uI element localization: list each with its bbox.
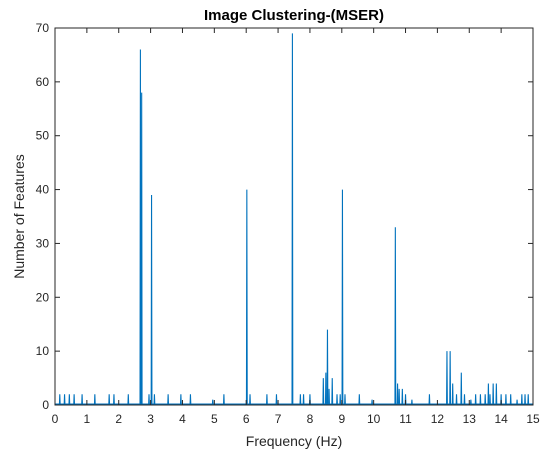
data-spike	[302, 394, 305, 406]
x-tick-label: 7	[275, 412, 282, 426]
data-spike	[504, 394, 507, 406]
data-spike	[189, 394, 192, 406]
data-spike	[167, 394, 170, 406]
data-spike	[81, 394, 84, 406]
data-spike	[492, 383, 495, 406]
x-tick-label: 4	[179, 412, 186, 426]
data-spike	[341, 189, 344, 406]
x-tick-label: 9	[338, 412, 345, 426]
data-spike	[179, 394, 182, 406]
data-spike	[479, 394, 482, 406]
data-spike	[396, 383, 399, 406]
x-tick-label: 5	[211, 412, 218, 426]
data-spike	[249, 394, 251, 406]
data-spike	[275, 394, 278, 406]
data-spike	[63, 394, 66, 406]
data-spike	[495, 383, 498, 406]
y-tick-label: 40	[36, 183, 50, 197]
x-tick-label: 2	[115, 412, 122, 426]
data-spike	[153, 394, 156, 406]
data-spike	[451, 383, 454, 406]
data-spike	[127, 394, 130, 406]
x-tick-label: 6	[243, 412, 250, 426]
data-spike	[455, 394, 458, 406]
data-spike	[245, 189, 248, 406]
data-spike	[140, 92, 143, 406]
data-spike	[148, 394, 150, 406]
x-tick-label: 15	[526, 412, 540, 426]
data-spike	[410, 399, 413, 406]
data-spike	[449, 351, 452, 406]
data-spike	[291, 33, 294, 406]
y-tick-label: 30	[36, 236, 50, 250]
series-layer	[55, 33, 533, 406]
data-spike	[509, 394, 512, 406]
plot-frame	[54, 27, 534, 406]
y-axis-label: Number of Features	[11, 154, 27, 279]
data-spike	[398, 388, 401, 406]
data-spike	[211, 399, 214, 406]
x-tick-label: 13	[463, 412, 477, 426]
data-spike	[322, 378, 325, 406]
x-tick-label: 10	[367, 412, 381, 426]
x-axis-label: Frequency (Hz)	[246, 433, 342, 449]
data-spike	[474, 394, 477, 406]
data-spike	[487, 383, 490, 406]
data-spike	[139, 49, 142, 406]
data-spike	[344, 394, 346, 406]
data-spike	[469, 399, 472, 406]
x-axis-ticks: 0 1 2 3 4 5 6 7 8 9 10 11 12 13 14 15	[52, 28, 540, 426]
data-spike	[326, 329, 329, 406]
data-spike	[73, 394, 76, 406]
data-spike	[265, 394, 268, 406]
data-spike	[520, 394, 523, 406]
data-spike	[299, 394, 302, 406]
data-spike	[401, 388, 404, 406]
chart-title: Image Clustering-(MSER)	[204, 7, 384, 24]
data-spike	[371, 399, 374, 406]
data-spike	[460, 372, 463, 406]
data-spike	[336, 394, 338, 406]
x-tick-label: 3	[147, 412, 154, 426]
data-spike	[516, 399, 518, 406]
plot-area	[55, 28, 533, 405]
data-spike	[428, 394, 431, 406]
data-spike	[58, 394, 61, 406]
x-tick-label: 1	[84, 412, 91, 426]
data-spike	[527, 394, 530, 406]
data-spike	[150, 194, 153, 406]
y-tick-label: 60	[36, 75, 50, 89]
data-spike	[524, 394, 526, 406]
data-spike	[324, 372, 327, 406]
data-spike	[68, 394, 71, 406]
x-tick-label: 0	[52, 412, 59, 426]
y-tick-label: 0	[42, 398, 49, 412]
data-spike	[484, 394, 487, 406]
data-spike	[113, 394, 115, 406]
data-spike	[463, 394, 466, 406]
y-axis-ticks: 0 10 20 30 40 50 60 70	[36, 21, 533, 412]
data-spike	[446, 351, 448, 406]
data-spike	[394, 227, 397, 406]
y-tick-label: 50	[36, 129, 50, 143]
data-spike	[93, 394, 96, 406]
data-spike	[222, 394, 225, 406]
x-tick-label: 11	[399, 412, 412, 426]
data-spike	[108, 394, 111, 406]
data-spike	[339, 394, 342, 406]
x-tick-label: 12	[431, 412, 445, 426]
data-spike	[331, 378, 334, 406]
data-spike	[358, 394, 361, 406]
data-spike	[328, 388, 330, 406]
x-tick-label: 8	[307, 412, 314, 426]
y-tick-label: 70	[36, 21, 50, 35]
y-tick-label: 20	[36, 290, 50, 304]
y-tick-label: 10	[36, 344, 50, 358]
data-spike	[489, 394, 491, 406]
x-tick-label: 14	[494, 412, 508, 426]
